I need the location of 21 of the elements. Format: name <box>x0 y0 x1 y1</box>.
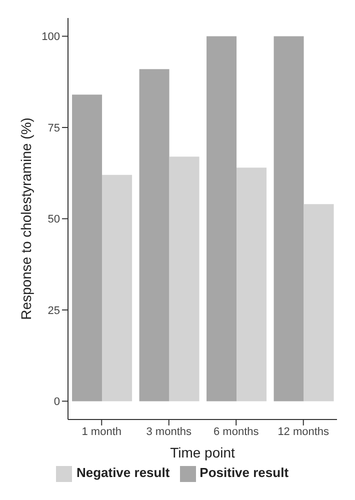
bar <box>206 36 237 402</box>
bar <box>72 94 102 402</box>
y-tick-label: 75 <box>48 122 60 134</box>
bar <box>169 156 200 402</box>
x-axis-title: Time point <box>170 444 236 460</box>
bar <box>139 69 170 402</box>
x-tick-label: 3 months <box>146 426 192 438</box>
y-tick-label: 50 <box>48 214 60 226</box>
y-tick-label: 100 <box>42 31 60 44</box>
bar <box>102 174 132 402</box>
y-tick-label: 25 <box>48 304 60 317</box>
bar <box>274 36 304 402</box>
x-tick-label: 12 months <box>278 426 330 438</box>
bar <box>236 168 267 402</box>
legend-label: Negative result <box>76 465 170 480</box>
legend-label: Positive result <box>200 465 289 480</box>
bar <box>304 204 334 402</box>
x-tick-label: 6 months <box>214 426 260 438</box>
y-axis-title: Response to cholestyramine (%) <box>18 118 34 320</box>
y-tick-label: 0 <box>54 396 60 408</box>
x-tick-label: 1 month <box>82 426 122 438</box>
